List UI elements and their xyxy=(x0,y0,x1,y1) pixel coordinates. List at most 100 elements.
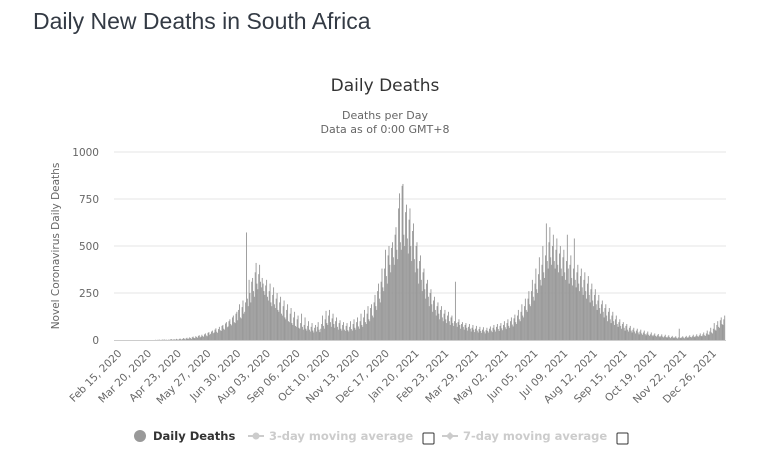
bar[interactable] xyxy=(429,293,431,340)
bar[interactable] xyxy=(654,333,656,340)
bar[interactable] xyxy=(638,334,640,340)
bar[interactable] xyxy=(481,332,483,340)
bar[interactable] xyxy=(258,274,260,340)
bar[interactable] xyxy=(442,321,444,340)
bar[interactable] xyxy=(392,242,393,340)
bar[interactable] xyxy=(213,332,215,340)
bar[interactable] xyxy=(714,329,716,340)
bar[interactable] xyxy=(515,322,517,340)
bar[interactable] xyxy=(559,246,561,340)
bar[interactable] xyxy=(399,193,400,340)
bar[interactable] xyxy=(239,317,241,340)
bar[interactable] xyxy=(649,334,651,340)
bar[interactable] xyxy=(513,318,515,340)
bar[interactable] xyxy=(472,324,474,340)
bar[interactable] xyxy=(681,337,683,340)
bar[interactable] xyxy=(694,337,696,340)
bar[interactable] xyxy=(329,309,330,340)
bar[interactable] xyxy=(523,317,525,340)
bar[interactable] xyxy=(668,335,670,340)
bar[interactable] xyxy=(568,283,570,340)
bar[interactable] xyxy=(204,334,205,340)
bar[interactable] xyxy=(261,277,263,340)
bar[interactable] xyxy=(228,321,230,340)
bar[interactable] xyxy=(635,333,636,340)
bar[interactable] xyxy=(344,330,346,340)
bar[interactable] xyxy=(207,332,209,340)
bar[interactable] xyxy=(235,313,237,340)
bar[interactable] xyxy=(432,311,434,340)
bar[interactable] xyxy=(330,326,332,340)
bar[interactable] xyxy=(465,323,467,340)
bar[interactable] xyxy=(195,336,197,340)
bar[interactable] xyxy=(383,291,385,340)
bar[interactable] xyxy=(641,333,643,340)
bar[interactable] xyxy=(350,321,351,340)
bar[interactable] xyxy=(208,332,210,340)
bar[interactable] xyxy=(426,279,428,340)
bar[interactable] xyxy=(590,289,592,340)
bar[interactable] xyxy=(239,304,240,340)
bar[interactable] xyxy=(524,298,526,340)
bar[interactable] xyxy=(683,337,685,340)
bar[interactable] xyxy=(413,259,415,340)
bar[interactable] xyxy=(440,306,442,340)
bar[interactable] xyxy=(193,337,195,340)
bar[interactable] xyxy=(264,294,266,340)
bar[interactable] xyxy=(343,322,344,340)
bar[interactable] xyxy=(677,338,678,341)
bar[interactable] xyxy=(656,336,657,340)
bar[interactable] xyxy=(538,257,540,340)
bar[interactable] xyxy=(646,333,648,340)
bar[interactable] xyxy=(514,314,516,340)
bar[interactable] xyxy=(280,313,282,340)
bar[interactable] xyxy=(420,255,421,340)
bar[interactable] xyxy=(552,234,554,340)
bar[interactable] xyxy=(310,326,312,340)
bar[interactable] xyxy=(327,324,329,340)
bar[interactable] xyxy=(503,321,505,340)
bar[interactable] xyxy=(414,272,416,340)
bar[interactable] xyxy=(406,238,408,340)
bar[interactable] xyxy=(284,317,286,340)
bar[interactable] xyxy=(555,249,557,340)
bar[interactable] xyxy=(653,334,655,340)
bar[interactable] xyxy=(665,336,667,340)
bar[interactable] xyxy=(482,329,483,340)
bar[interactable] xyxy=(539,279,541,340)
bar[interactable] xyxy=(445,319,447,340)
bar[interactable] xyxy=(484,333,486,340)
bar[interactable] xyxy=(313,332,315,340)
bar[interactable] xyxy=(678,328,680,340)
bar[interactable] xyxy=(634,331,636,340)
bar[interactable] xyxy=(283,300,285,340)
bar[interactable] xyxy=(194,338,196,340)
bar[interactable] xyxy=(260,281,261,340)
bar[interactable] xyxy=(574,279,576,340)
bar[interactable] xyxy=(712,328,714,340)
bar[interactable] xyxy=(659,337,661,340)
bar[interactable] xyxy=(356,322,358,340)
bar[interactable] xyxy=(371,304,372,340)
bar[interactable] xyxy=(415,246,417,340)
bar[interactable] xyxy=(576,272,578,340)
bar[interactable] xyxy=(369,321,371,340)
bar[interactable] xyxy=(705,335,706,340)
bar[interactable] xyxy=(545,255,546,340)
bar[interactable] xyxy=(690,336,692,340)
bar[interactable] xyxy=(524,306,525,340)
bar[interactable] xyxy=(575,287,577,340)
bar[interactable] xyxy=(249,293,251,340)
bar[interactable] xyxy=(215,328,217,340)
bar[interactable] xyxy=(616,324,618,340)
bar[interactable] xyxy=(723,319,725,340)
bar[interactable] xyxy=(628,327,630,340)
bar[interactable] xyxy=(625,325,627,340)
bar[interactable] xyxy=(290,308,292,340)
bar[interactable] xyxy=(343,329,345,340)
bar[interactable] xyxy=(722,324,724,340)
bar[interactable] xyxy=(549,227,551,340)
bar[interactable] xyxy=(201,334,203,340)
bar[interactable] xyxy=(418,283,420,340)
bar[interactable] xyxy=(190,338,191,340)
